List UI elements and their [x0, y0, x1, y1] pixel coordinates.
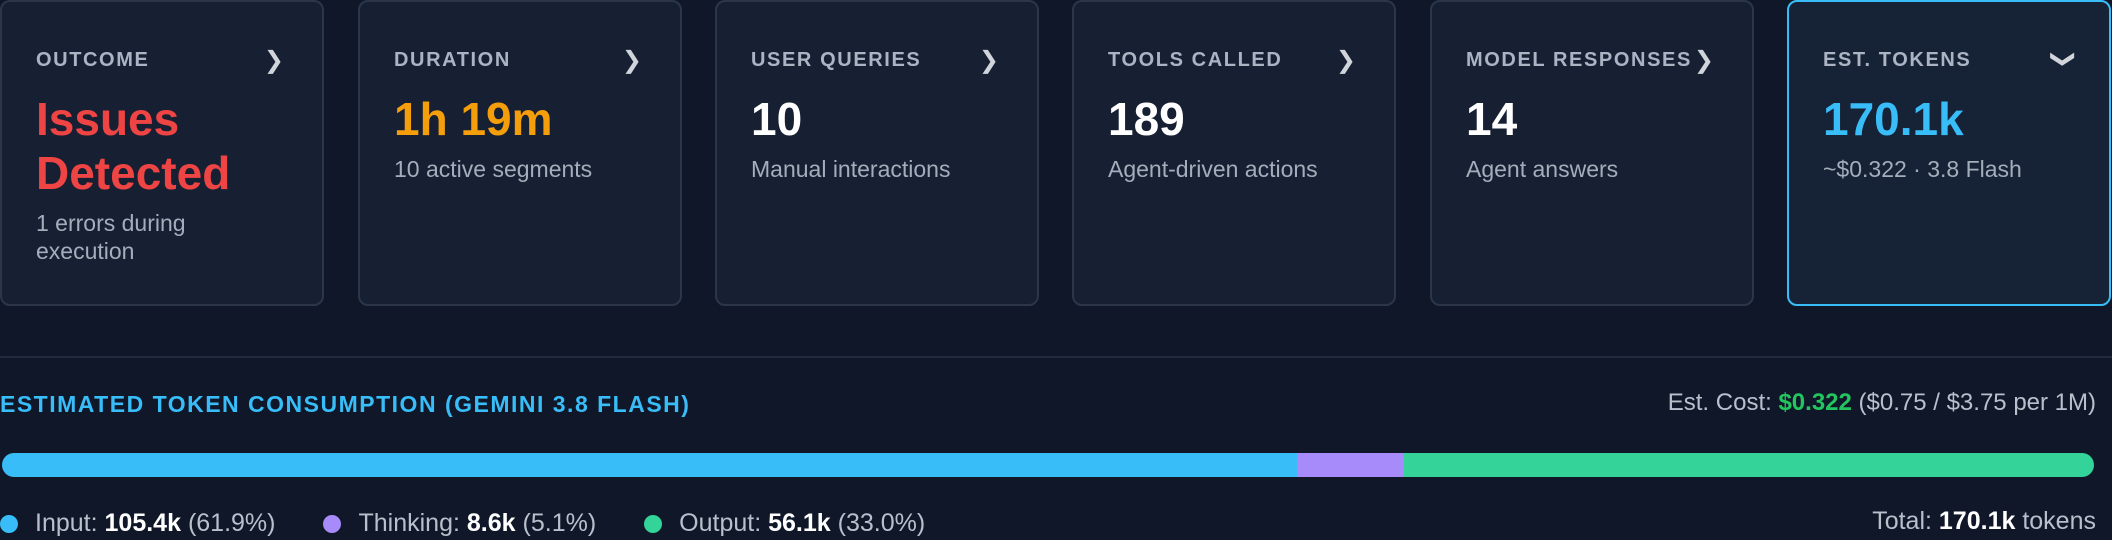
- card-value: 189: [1108, 93, 1185, 145]
- estimated-cost: Est. Cost: $0.322 ($0.75 / $3.75 per 1M): [1668, 389, 2096, 417]
- legend-label: Input:: [35, 509, 98, 537]
- legend-label: Thinking:: [358, 509, 460, 537]
- card-label: TOOLS CALLED: [1108, 49, 1283, 71]
- thinking-legend-item: Thinking: 8.6k (5.1%): [323, 509, 596, 538]
- legend-percent: (61.9%): [187, 509, 276, 537]
- card-value: 10: [751, 93, 803, 145]
- total-value: 170.1k: [1938, 507, 2016, 535]
- input-color-dot: [0, 514, 18, 533]
- duration-card[interactable]: DURATION ❯ 1h 19m 10 active segments: [358, 0, 682, 306]
- card-subtext: Agent answers: [1466, 156, 1619, 182]
- user-queries-card[interactable]: USER QUERIES ❯ 10 Manual interactions: [715, 0, 1039, 306]
- output-token-segment: [1403, 453, 2094, 477]
- cost-rates: ($0.75 / $3.75 per 1M): [1858, 389, 2096, 416]
- card-subtext: 1 errors during execution: [36, 210, 186, 264]
- card-value: 1h 19m: [394, 93, 553, 145]
- est-tokens-card[interactable]: EST. TOKENS ❯ 170.1k ~$0.322 · 3.8 Flash: [1787, 0, 2111, 306]
- section-divider: [0, 356, 2112, 358]
- token-legend: Input: 105.4k (61.9%) Thinking: 8.6k (5.…: [0, 507, 973, 540]
- card-subtext: ~$0.322 · 3.8 Flash: [1823, 156, 2022, 182]
- total-tokens: Total: 170.1k tokens: [1872, 507, 2096, 536]
- card-value: 14: [1466, 93, 1518, 145]
- card-label: USER QUERIES: [751, 49, 922, 71]
- legend-percent: (5.1%): [522, 509, 597, 537]
- card-subtext: 10 active segments: [394, 156, 593, 182]
- legend-value: 8.6k: [466, 509, 516, 537]
- input-token-segment: [2, 453, 1297, 477]
- thinking-color-dot: [323, 514, 342, 533]
- card-label: MODEL RESPONSES: [1466, 49, 1692, 71]
- card-label: DURATION: [394, 49, 511, 71]
- total-unit: tokens: [2022, 507, 2096, 535]
- cost-value: $0.322: [1778, 389, 1852, 416]
- token-usage-bar: [2, 453, 2094, 477]
- token-consumption-title: ESTIMATED TOKEN CONSUMPTION (GEMINI 3.8 …: [0, 391, 691, 417]
- chevron-down-icon[interactable]: ❯: [2049, 48, 2077, 70]
- legend-percent: (33.0%): [837, 509, 926, 537]
- legend-value: 56.1k: [768, 509, 831, 537]
- summary-cards: OUTCOME ❯ Issues Detected 1 errors durin…: [0, 0, 2111, 306]
- legend-value: 105.4k: [104, 509, 181, 537]
- cost-label: Est. Cost:: [1667, 389, 1772, 416]
- output-color-dot: [644, 514, 663, 533]
- total-label: Total:: [1872, 507, 1932, 535]
- card-value: Issues Detected: [36, 93, 231, 199]
- card-label: EST. TOKENS: [1823, 49, 1972, 71]
- card-subtext: Agent-driven actions: [1108, 156, 1318, 182]
- chevron-right-icon[interactable]: ❯: [263, 47, 284, 74]
- chevron-right-icon[interactable]: ❯: [1693, 47, 1714, 74]
- chevron-right-icon[interactable]: ❯: [621, 47, 642, 74]
- thinking-token-segment: [1296, 453, 1404, 477]
- chevron-right-icon[interactable]: ❯: [978, 47, 999, 74]
- input-legend-item: Input: 105.4k (61.9%): [0, 509, 275, 538]
- chevron-right-icon[interactable]: ❯: [1335, 47, 1356, 74]
- card-label: OUTCOME: [36, 49, 150, 71]
- legend-label: Output:: [679, 509, 762, 537]
- model-responses-card[interactable]: MODEL RESPONSES ❯ 14 Agent answers: [1430, 0, 1754, 306]
- outcome-card[interactable]: OUTCOME ❯ Issues Detected 1 errors durin…: [0, 0, 324, 306]
- card-value: 170.1k: [1823, 93, 1964, 145]
- output-legend-item: Output: 56.1k (33.0%): [644, 509, 925, 538]
- card-subtext: Manual interactions: [751, 156, 951, 182]
- tools-called-card[interactable]: TOOLS CALLED ❯ 189 Agent-driven actions: [1072, 0, 1396, 306]
